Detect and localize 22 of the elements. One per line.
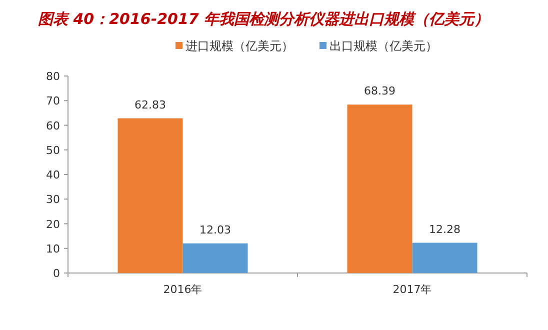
y-tick-label: 20: [46, 218, 60, 231]
data-label: 68.39: [364, 84, 396, 98]
y-tick-label: 50: [46, 144, 60, 157]
data-label: 12.28: [429, 222, 460, 236]
bar: [118, 118, 183, 273]
y-tick-label: 10: [46, 242, 60, 256]
y-tick-label: 30: [46, 193, 60, 206]
x-tick-label: 2016年: [163, 283, 202, 296]
y-tick-label: 80: [46, 70, 60, 83]
y-tick-label: 40: [46, 168, 60, 182]
y-tick-label: 70: [46, 94, 60, 108]
y-tick-label: 0: [53, 267, 60, 280]
x-tick-label: 2017年: [392, 283, 432, 296]
legend-label: 进口规模（亿美元）: [186, 39, 294, 53]
data-label: 12.03: [200, 223, 231, 236]
bar: [412, 242, 478, 273]
bar: [347, 104, 412, 273]
bar: [182, 243, 248, 273]
data-label: 62.83: [134, 98, 166, 112]
title: 图表 40：2016-2017 年我国检测分析仪器进出口规模（亿美元）: [38, 10, 490, 28]
y-tick-label: 60: [46, 119, 60, 132]
legend-label: 出口规模（亿美元）: [330, 39, 438, 53]
